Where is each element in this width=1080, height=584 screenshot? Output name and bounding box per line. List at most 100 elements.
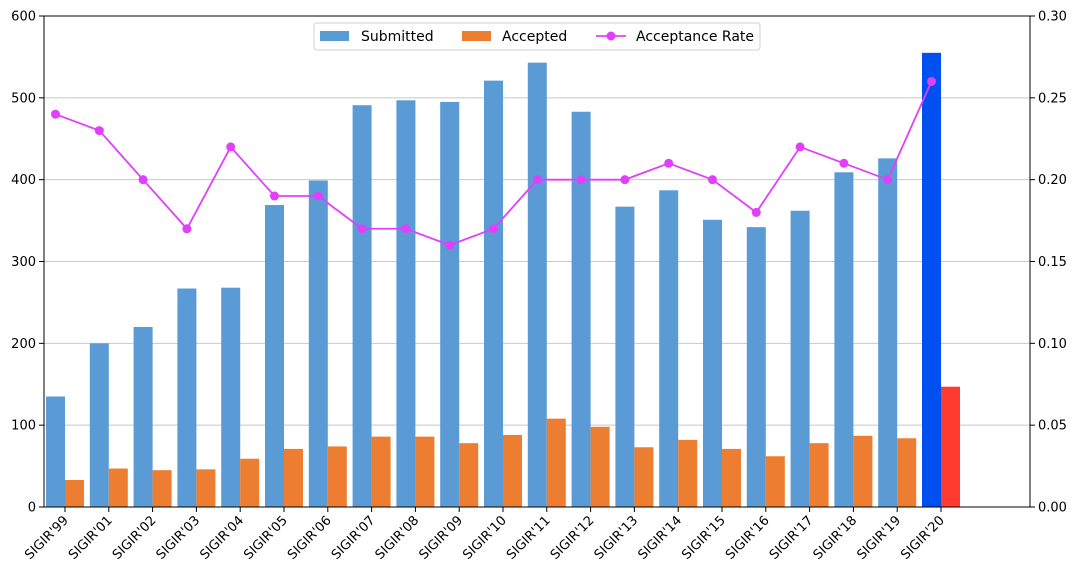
rate-point <box>708 175 717 185</box>
x-tick-label: SIGIR'09 <box>416 513 466 563</box>
rate-point <box>313 191 323 201</box>
x-tick-label: SIGIR'99 <box>22 513 72 563</box>
bar-submitted <box>440 101 460 508</box>
x-tick-label: SIGIR'12 <box>548 513 598 563</box>
y2-tick-label: 0.30 <box>1038 10 1067 25</box>
bar-submitted <box>834 172 854 507</box>
rate-point <box>401 224 411 234</box>
bar-accepted <box>415 436 435 507</box>
x-tick-label: SIGIR'20 <box>898 513 948 563</box>
legend-box <box>313 22 761 51</box>
x-tick-label: SIGIR'18 <box>811 513 861 563</box>
bar-accepted <box>765 456 785 507</box>
bar-accepted <box>722 448 741 507</box>
x-tick-label: SIGIR'17 <box>767 513 817 563</box>
x-tick-label: SIGIR'14 <box>635 513 685 563</box>
bar-accepted <box>327 446 347 507</box>
acceptance-rate-line <box>51 76 936 250</box>
rate-point <box>270 191 279 201</box>
bar-accepted <box>459 443 479 507</box>
bar-accepted <box>634 447 654 507</box>
bar-accepted <box>108 468 128 507</box>
rate-point <box>620 175 630 185</box>
y2-tick-label: 0.10 <box>1038 337 1067 352</box>
legend-label-accepted: Accepted <box>502 29 567 45</box>
bar-accepted <box>546 418 566 507</box>
rate-point <box>883 175 893 185</box>
bar-submitted <box>46 396 65 507</box>
rate-point <box>357 224 367 234</box>
legend-swatch-submitted <box>320 31 349 41</box>
bar-submitted <box>703 219 722 507</box>
legend-label-rate: Acceptance Rate <box>636 29 754 45</box>
y-tick-label: 100 <box>11 419 36 434</box>
x-tick-label: SIGIR'03 <box>154 513 204 563</box>
rate-point <box>839 158 849 168</box>
rate-point <box>51 109 60 119</box>
bar-submitted <box>746 227 766 507</box>
y2-tick-label: 0.15 <box>1038 255 1067 270</box>
rate-point <box>138 175 148 185</box>
rate-point <box>94 126 104 136</box>
x-tick-label: SIGIR'06 <box>285 513 335 563</box>
bar-submitted <box>922 52 941 507</box>
bar-accepted <box>853 435 873 507</box>
rate-point <box>664 158 674 168</box>
bar-accepted <box>65 479 84 507</box>
x-tick-label: SIGIR'11 <box>504 513 554 563</box>
x-tick-label: SIGIR'07 <box>329 513 379 563</box>
y-tick-label: 600 <box>11 10 36 25</box>
bar-accepted <box>809 443 829 507</box>
y-tick-label: 0 <box>28 501 36 516</box>
y2-tick-label: 0.05 <box>1038 419 1067 434</box>
bar-submitted <box>527 62 547 508</box>
x-tick-label: SIGIR'19 <box>854 513 904 563</box>
rate-point <box>576 175 586 185</box>
x-tick-label: SIGIR'08 <box>373 513 423 563</box>
x-tick-label: SIGIR'13 <box>592 513 642 563</box>
bar-submitted <box>484 80 503 508</box>
bar-submitted <box>89 343 109 507</box>
bar-accepted <box>284 448 303 507</box>
x-tick-label: SIGIR'10 <box>460 513 510 563</box>
x-tick-label: SIGIR'02 <box>110 513 160 563</box>
legend: Submitted Accepted Acceptance Rate <box>313 22 761 51</box>
bar-submitted <box>177 288 197 507</box>
rate-point <box>226 142 236 152</box>
bar-submitted <box>221 287 241 507</box>
bar-accepted <box>196 469 216 507</box>
bar-accepted <box>590 426 610 507</box>
y2-tick-label: 0.25 <box>1038 91 1067 106</box>
bar-submitted <box>659 190 679 507</box>
rate-point <box>532 175 542 185</box>
bar-accepted <box>678 439 698 507</box>
bar-submitted <box>308 180 328 508</box>
rate-point <box>927 76 936 86</box>
x-tick-label: SIGIR'16 <box>723 513 773 563</box>
bar-submitted <box>790 210 810 507</box>
rate-point <box>795 142 805 152</box>
x-tick-label: SIGIR'05 <box>241 513 291 563</box>
x-tick-label: SIGIR'01 <box>66 513 116 563</box>
bar-submitted <box>352 105 372 507</box>
bar-accepted <box>240 458 260 507</box>
bar-accepted <box>371 436 391 507</box>
bar-accepted <box>503 434 522 507</box>
y2-tick-label: 0.20 <box>1038 173 1067 188</box>
x-tick-label: SIGIR'04 <box>197 513 247 563</box>
legend-label-submitted: Submitted <box>361 29 434 45</box>
y-tick-label: 400 <box>11 173 36 188</box>
rate-point <box>182 224 192 234</box>
bar-accepted <box>941 386 960 507</box>
y2-tick-label: 0.00 <box>1038 501 1067 516</box>
bar-submitted <box>133 326 153 507</box>
rate-point <box>445 240 455 250</box>
rate-point <box>751 207 761 217</box>
y-tick-label: 500 <box>11 91 36 106</box>
bar-submitted <box>878 158 898 507</box>
x-tick-label: SIGIR'15 <box>679 513 729 563</box>
y-tick-label: 200 <box>11 337 36 352</box>
rate-point <box>489 224 498 234</box>
